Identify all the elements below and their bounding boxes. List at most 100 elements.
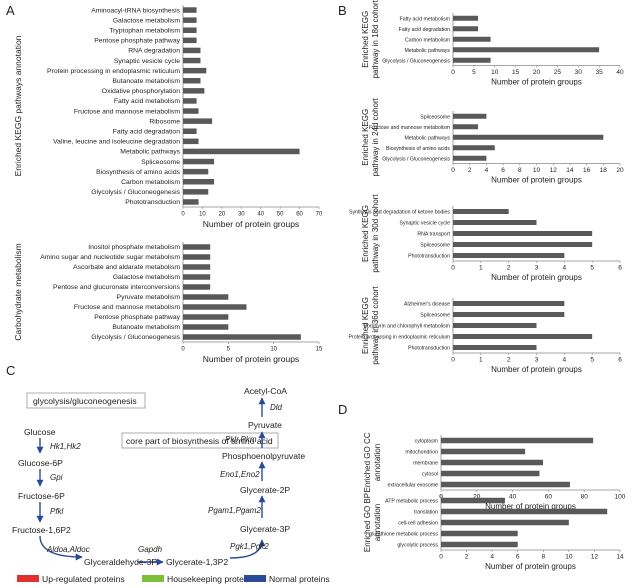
x-tick-label: 60 [545,494,553,501]
category-label: Pyruvate metabolism [117,294,181,301]
bar [183,189,209,195]
bar [183,17,197,23]
x-tick-label: 35 [596,69,604,76]
category-label: Synaptic vesicle cycle [400,221,451,227]
bar [453,334,593,339]
bar [183,57,201,64]
category-label: Aminoacyl-tRNA biosynthesis [91,7,180,14]
category-label: Glycolysis / Gluconeogenesis [382,156,450,162]
metabolite-glyceraldehyde-3p: Glyceraldehyde-3P [84,557,157,567]
x-tick-label: 0 [451,167,455,174]
category-label: Metabolic pathways [404,135,450,141]
category-label: Fatty acid degradation [399,27,450,33]
category-label: RNA degradation [128,48,180,55]
x-tick-label: 20 [533,69,541,76]
gene-hk: Hk1,Hk2 [50,442,81,451]
category-label: Metabolic pathways [404,48,450,54]
metabolite-glucose-6p: Glucose-6P [18,458,63,468]
metabolite-pyruvate: Pyruvate [248,420,282,430]
x-tick-label: 8 [541,554,545,561]
bar [441,459,544,466]
category-label: Biosynthesis of amino acids [96,169,180,176]
bar [453,113,487,119]
x-tick-label: 8 [518,167,522,174]
category-label: Pentose phosphate pathway [94,314,180,321]
arrow-f16p2-g3p [39,535,83,561]
x-tick-label: 15 [316,347,323,353]
category-label: Biosynthesis of amino acids [386,146,450,152]
x-tick-label: 10 [533,167,541,174]
bar [453,15,479,21]
bar [441,497,505,504]
bar [183,314,229,320]
charts-layer: Aminoacyl-tRNA biosynthesis Galactose met… [13,0,626,571]
category-label: Alzheimer's disease [404,302,450,308]
panel-label-b: B [338,3,347,18]
x-tick-label: 6 [618,357,622,364]
gene-pgk: Pgk1,Pgk2 [230,542,269,551]
category-label: Galactose metabolism [113,17,181,24]
category-label: cytoplasm [415,439,438,445]
x-tick-label: 1 [479,265,483,272]
bar [183,199,199,205]
y-axis-title-line: pathway in 30d cohort [371,194,380,273]
x-tick-label: 0 [451,357,455,364]
gene-pfkl: Pfkl [50,507,64,516]
x-tick-label: 0 [439,554,443,561]
category-label: cell-cell adhesion [398,521,438,527]
bar [441,448,526,455]
panel-label-c: C [6,363,15,378]
x-tick-label: 40 [509,494,517,501]
x-tick-label: 0 [451,265,455,272]
x-tick-label: 6 [516,554,520,561]
y-axis-title-line: Enriched GO BP [363,493,372,552]
gene-pk: Pklr,Pkm [225,435,257,444]
bar [183,168,209,175]
pathway-title: glycolysis/gluconeogenesis [33,396,137,406]
bar [453,36,491,42]
bar [453,220,537,225]
category-label: Glycolysis / Gluconeogenesis [382,58,450,64]
y-axis-title-line: pathway in 18d cohort [371,0,380,78]
category-label: mitochondrion [405,450,438,456]
x-tick-label: 10 [270,347,277,353]
x-tick-label: 4 [563,357,567,364]
y-axis-title-line: annotation [373,444,382,481]
y-axis-title: Enriched GO CCannotation [363,432,382,492]
y-axis-title-line: Enriched KEGG [361,109,370,166]
category-label: translation [414,510,438,516]
x-tick-label: 2 [468,167,472,174]
x-tick-label: 3 [535,357,539,364]
chart-d2: ATP metabolic process translation cell-cel… [363,493,624,571]
category-label: Spliceosome [420,114,450,120]
pathway-subtitle-box [121,432,279,449]
category-label: Fructose and mannose metabolism [74,108,180,115]
bar [453,323,537,328]
category-label: Fructose and mannose metabolism [369,125,450,131]
bar [183,98,197,104]
x-tick-label: 70 [316,212,323,218]
category-label: Amino sugar and nucleotide sugar metabol… [40,254,180,261]
bar [183,158,215,165]
x-axis-title: Number of protein groups [485,562,576,571]
legend-normal: Normal proteins [269,574,330,584]
x-axis-title: Number of protein groups [491,78,582,87]
y-axis-title: Enriched KEGGpathway in 36d cohort [361,286,380,365]
x-tick-label: 10 [199,212,206,218]
y-axis-title-line: Enriched GO CC [363,432,372,492]
category-label: Inositol phosphate metabolism [88,244,180,251]
bar [441,508,608,515]
category-label: Butanoate metabolism [112,324,180,331]
category-label: Fatty acid metabolism [400,16,450,22]
x-tick-label: 5 [472,69,476,76]
y-axis-title-line: annotation [373,504,382,541]
bar [183,67,207,74]
bar [183,118,213,124]
category-label: ATP metabolic process [385,499,438,505]
bar [453,312,565,317]
y-axis-title-line: Enriched KEGG pathways annotation [13,35,23,176]
arrow-g13p2-g3p [229,539,266,559]
bar [183,284,211,290]
x-tick-label: 6 [501,167,505,174]
x-tick-label: 18 [600,167,608,174]
